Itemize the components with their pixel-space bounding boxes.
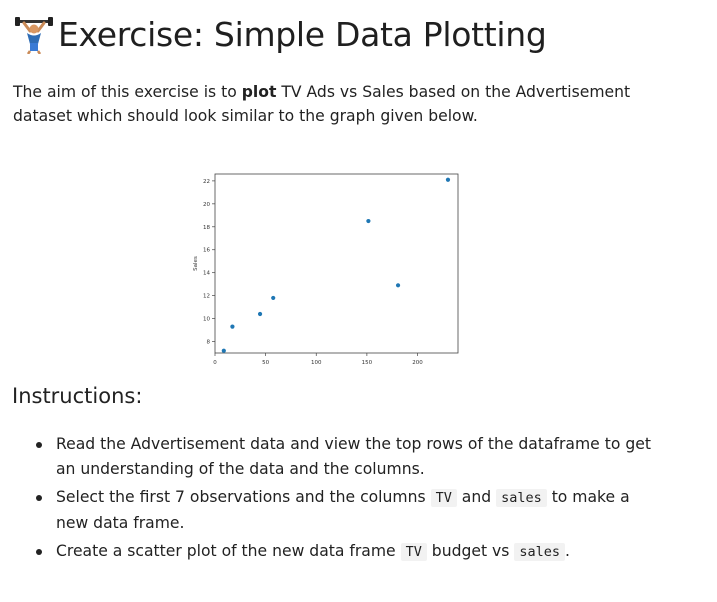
x-tick-label: 100 (311, 360, 322, 366)
intro-paragraph: The aim of this exercise is to plot TV A… (13, 80, 653, 128)
title-row: Exercise: Simple Data Plotting (14, 14, 547, 54)
list-item: Read the Advertisement data and view the… (12, 432, 702, 482)
scatter-plot-figure: 0 50 100 150 200 8 10 12 14 16 18 20 22 Sales (186, 160, 476, 375)
data-point (230, 324, 235, 329)
x-tick-label: 150 (362, 360, 373, 366)
plot-frame (214, 173, 459, 354)
y-tick-label: 10 (203, 317, 210, 323)
data-point (366, 218, 371, 224)
instructions-list: Read the Advertisement data and view the… (12, 432, 702, 568)
list-item: Select the first 7 observations and the … (12, 485, 702, 536)
bullet-icon (36, 495, 42, 501)
x-tick-label: 200 (412, 360, 423, 366)
instruction-text: and (456, 488, 497, 506)
instruction-text: Create a scatter plot of the new data fr… (56, 542, 401, 560)
data-point (395, 283, 401, 288)
x-tick-label: 50 (262, 360, 269, 366)
code-sales: sales (496, 489, 547, 507)
scatter-plot: 0 50 100 150 200 8 10 12 14 16 18 20 22 Sales (193, 173, 459, 366)
intro-text-2: TV Ads vs Sales based on the Advertiseme… (13, 83, 631, 125)
bullet-icon (36, 549, 42, 555)
instruction-text: . (565, 542, 570, 560)
data-point (271, 295, 276, 301)
y-axis-label: Sales (193, 256, 199, 271)
y-tick-label: 8 (207, 340, 211, 346)
y-tick-label: 12 (203, 294, 210, 300)
instructions-heading: Instructions: (12, 384, 143, 408)
list-item: Create a scatter plot of the new data fr… (12, 539, 702, 565)
data-point (257, 311, 263, 317)
instruction-text: budget vs (426, 542, 515, 560)
data-point (445, 177, 451, 182)
instruction-text: to make a new data frame. (56, 488, 630, 532)
bullet-icon (36, 442, 42, 448)
code-tv: TV (400, 543, 427, 561)
code-sales: sales (514, 543, 565, 561)
y-tick-label: 20 (203, 202, 210, 208)
x-tick-label: 0 (213, 360, 217, 366)
y-tick-label: 16 (203, 248, 210, 254)
intro-text-1: The aim of this exercise is to (13, 83, 242, 101)
instruction-text: Read the Advertisement data and view the… (56, 435, 651, 478)
data-point (221, 348, 226, 353)
instruction-text: Select the first 7 observations and the … (56, 488, 431, 506)
page-title: Exercise: Simple Data Plotting (58, 14, 547, 54)
y-tick-label: 22 (203, 179, 210, 185)
code-tv: TV (430, 489, 457, 507)
intro-bold: plot (241, 83, 277, 101)
y-tick-label: 18 (203, 225, 210, 231)
weightlifter-icon (15, 17, 53, 54)
y-tick-label: 14 (203, 271, 210, 277)
